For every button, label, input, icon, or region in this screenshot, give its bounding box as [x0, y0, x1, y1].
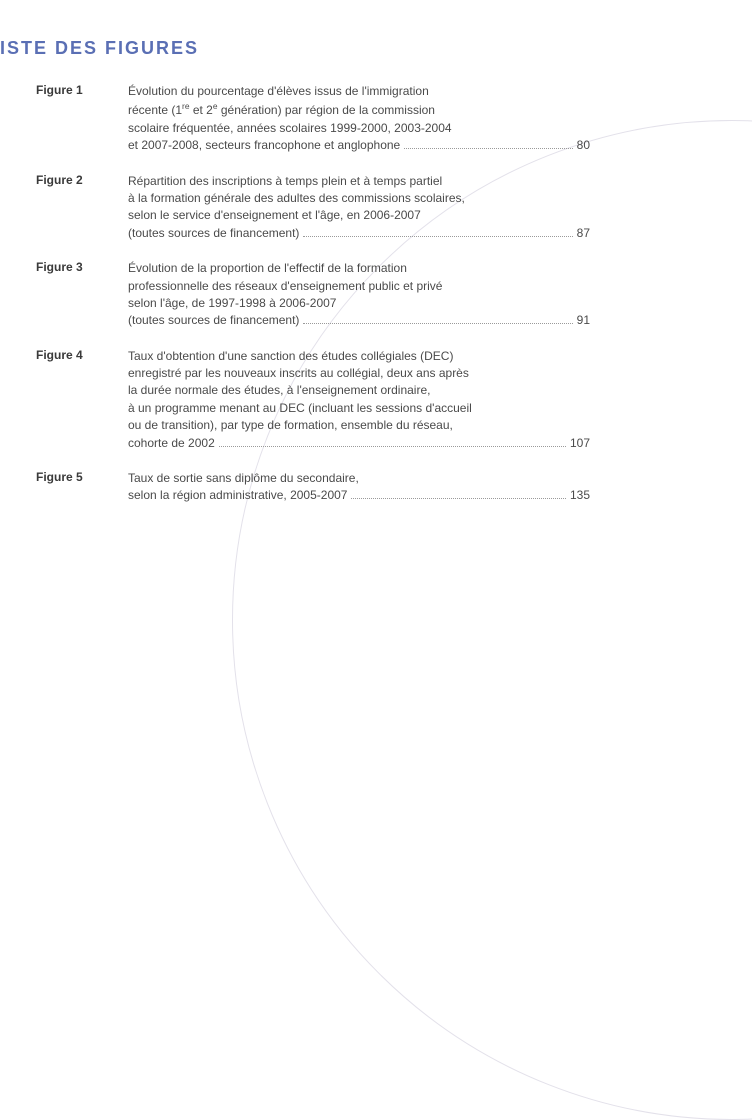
figure-description-line: selon l'âge, de 1997-1998 à 2006-2007 [128, 295, 590, 312]
figure-description-line: la durée normale des études, à l'enseign… [128, 382, 590, 399]
leader-dots [303, 236, 572, 237]
figure-label: Figure 2 [36, 173, 128, 243]
figure-label: Figure 1 [36, 83, 128, 155]
figure-label: Figure 4 [36, 348, 128, 452]
figure-description-line: récente (1re et 2e génération) par régio… [128, 100, 590, 119]
figure-description-line: Évolution du pourcentage d'élèves issus … [128, 83, 590, 100]
figure-description: Évolution du pourcentage d'élèves issus … [128, 83, 590, 155]
figure-description-line: à un programme menant au DEC (incluant l… [128, 400, 590, 417]
figure-lastline-text: selon la région administrative, 2005-200… [128, 487, 347, 504]
figure-lastline: (toutes sources de financement) 91 [128, 312, 590, 329]
figure-label: Figure 5 [36, 470, 128, 505]
figure-entry: Figure 5Taux de sortie sans diplôme du s… [0, 470, 752, 505]
figure-description-line: selon le service d'enseignement et l'âge… [128, 207, 590, 224]
leader-dots [404, 148, 572, 149]
figure-description: Taux d'obtention d'une sanction des étud… [128, 348, 590, 452]
figure-lastline-text: (toutes sources de financement) [128, 225, 299, 242]
figure-description-line: Évolution de la proportion de l'effectif… [128, 260, 590, 277]
figure-description-line: à la formation générale des adultes des … [128, 190, 590, 207]
figure-description-line: professionnelle des réseaux d'enseigneme… [128, 278, 590, 295]
leader-dots [351, 498, 566, 499]
figure-entry: Figure 4Taux d'obtention d'une sanction … [0, 348, 752, 452]
leader-dots [303, 323, 572, 324]
figures-list: Figure 1Évolution du pourcentage d'élève… [0, 83, 752, 505]
figure-entry: Figure 3Évolution de la proportion de l'… [0, 260, 752, 330]
page-content: ISTE DES FIGURES Figure 1Évolution du po… [0, 0, 752, 505]
figure-description-line: enregistré par les nouveaux inscrits au … [128, 365, 590, 382]
figure-description: Évolution de la proportion de l'effectif… [128, 260, 590, 330]
figure-lastline-text: cohorte de 2002 [128, 435, 215, 452]
figure-lastline: selon la région administrative, 2005-200… [128, 487, 590, 504]
list-of-figures-heading: ISTE DES FIGURES [0, 38, 752, 59]
figure-lastline-text: et 2007-2008, secteurs francophone et an… [128, 137, 400, 154]
figure-entry: Figure 2Répartition des inscriptions à t… [0, 173, 752, 243]
figure-description-line: Taux d'obtention d'une sanction des étud… [128, 348, 590, 365]
figure-page-number: 135 [570, 488, 590, 502]
figure-description-line: Taux de sortie sans diplôme du secondair… [128, 470, 590, 487]
figure-lastline: (toutes sources de financement) 87 [128, 225, 590, 242]
figure-lastline: cohorte de 2002 107 [128, 435, 590, 452]
leader-dots [219, 446, 566, 447]
figure-description: Taux de sortie sans diplôme du secondair… [128, 470, 590, 505]
figure-description-line: ou de transition), par type de formation… [128, 417, 590, 434]
figure-page-number: 80 [577, 138, 590, 152]
figure-lastline: et 2007-2008, secteurs francophone et an… [128, 137, 590, 154]
figure-label: Figure 3 [36, 260, 128, 330]
figure-lastline-text: (toutes sources de financement) [128, 312, 299, 329]
figure-page-number: 87 [577, 226, 590, 240]
figure-page-number: 107 [570, 436, 590, 450]
figure-entry: Figure 1Évolution du pourcentage d'élève… [0, 83, 752, 155]
figure-description-line: scolaire fréquentée, années scolaires 19… [128, 120, 590, 137]
figure-description-line: Répartition des inscriptions à temps ple… [128, 173, 590, 190]
figure-page-number: 91 [577, 313, 590, 327]
figure-description: Répartition des inscriptions à temps ple… [128, 173, 590, 243]
